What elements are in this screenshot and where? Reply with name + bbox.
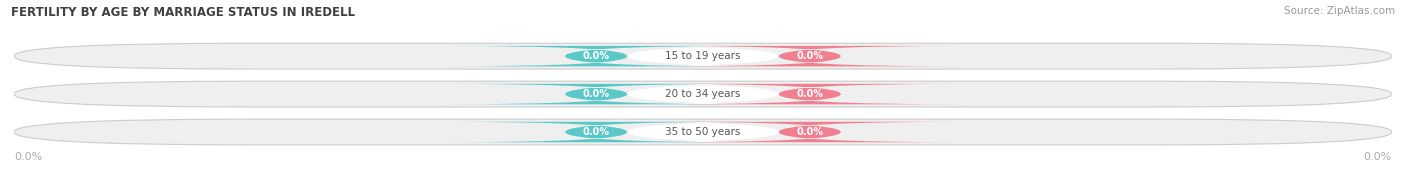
FancyBboxPatch shape (14, 119, 1392, 145)
FancyBboxPatch shape (441, 46, 751, 66)
Text: 0.0%: 0.0% (796, 89, 824, 99)
FancyBboxPatch shape (441, 84, 751, 104)
Text: 0.0%: 0.0% (14, 152, 42, 162)
FancyBboxPatch shape (14, 81, 1392, 107)
Text: 0.0%: 0.0% (796, 51, 824, 61)
Text: Source: ZipAtlas.com: Source: ZipAtlas.com (1284, 6, 1395, 16)
Text: 0.0%: 0.0% (582, 89, 610, 99)
Text: FERTILITY BY AGE BY MARRIAGE STATUS IN IREDELL: FERTILITY BY AGE BY MARRIAGE STATUS IN I… (11, 6, 356, 19)
Text: 20 to 34 years: 20 to 34 years (665, 89, 741, 99)
Text: 0.0%: 0.0% (1364, 152, 1392, 162)
FancyBboxPatch shape (441, 122, 751, 142)
FancyBboxPatch shape (14, 43, 1392, 69)
Text: 0.0%: 0.0% (582, 51, 610, 61)
Text: 35 to 50 years: 35 to 50 years (665, 127, 741, 137)
Text: 0.0%: 0.0% (796, 127, 824, 137)
FancyBboxPatch shape (655, 46, 965, 66)
Text: 0.0%: 0.0% (582, 127, 610, 137)
FancyBboxPatch shape (655, 84, 965, 104)
FancyBboxPatch shape (655, 122, 965, 142)
FancyBboxPatch shape (593, 84, 813, 104)
FancyBboxPatch shape (593, 46, 813, 66)
FancyBboxPatch shape (593, 122, 813, 142)
Text: 15 to 19 years: 15 to 19 years (665, 51, 741, 61)
